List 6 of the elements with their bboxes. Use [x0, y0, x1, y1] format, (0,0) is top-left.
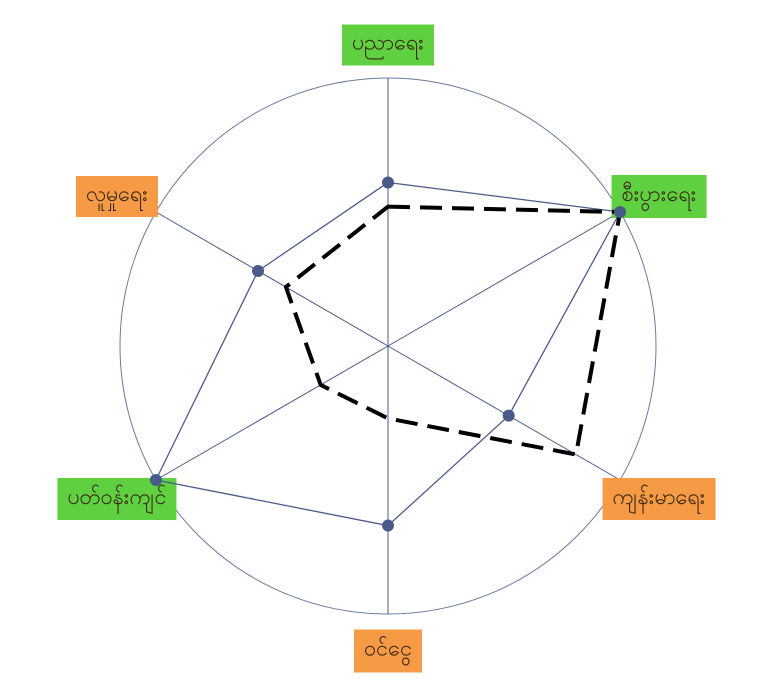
spoke-label: ပညာရေး: [352, 30, 424, 60]
spoke-label: ကျန်းမာရေး: [612, 484, 706, 514]
spoke-label: ပတ်ဝန်းကျင်: [67, 484, 166, 514]
spoke-label: လူမှုရေး: [86, 182, 148, 211]
spoke-label: ဝင်ငွေ: [364, 636, 412, 666]
spoke-label: စီးပွားရေး: [622, 181, 697, 212]
